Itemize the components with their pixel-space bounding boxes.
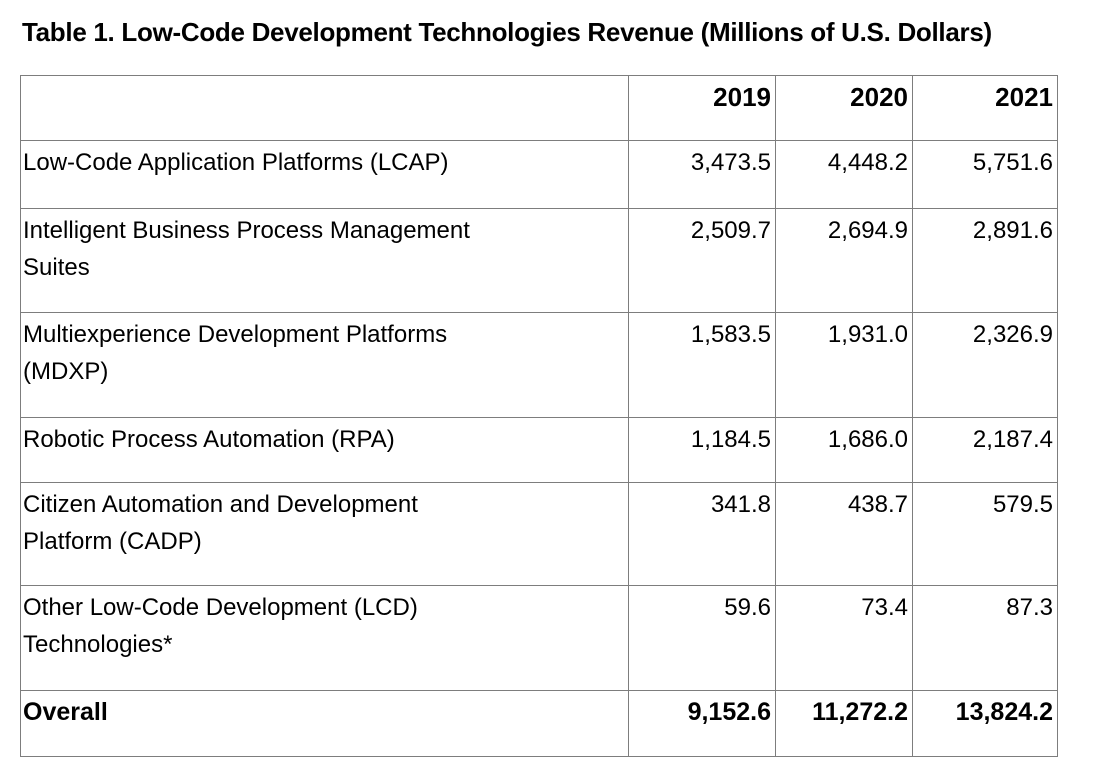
value-2021: 87.3	[1006, 594, 1053, 621]
table-row-ibpms: Intelligent Business Process Management …	[20, 208, 1058, 313]
header-year-2021-label: 2021	[995, 82, 1053, 112]
value-cell: 2,891.6	[912, 208, 1058, 313]
value-cell: 3,473.5	[628, 140, 776, 209]
row-label: Robotic Process Automation (RPA)	[23, 426, 395, 453]
value-2020: 1,686.0	[827, 426, 908, 453]
value-2021: 2,891.6	[972, 217, 1053, 244]
value-2021-overall: 13,824.2	[955, 698, 1053, 726]
value-cell: 4,448.2	[775, 140, 913, 209]
value-cell: 438.7	[775, 482, 913, 586]
value-cell: 2,509.7	[628, 208, 776, 313]
table-row-mdxp: Multiexperience Development Platforms (M…	[20, 312, 1058, 418]
table-row-cadp: Citizen Automation and Development Platf…	[20, 482, 1058, 586]
value-cell: 341.8	[628, 482, 776, 586]
value-cell: 87.3	[912, 585, 1058, 691]
table-row-rpa: Robotic Process Automation (RPA) 1,184.5…	[20, 417, 1058, 483]
row-label-cell: Multiexperience Development Platforms (M…	[20, 312, 629, 418]
header-year-2019: 2019	[628, 75, 776, 141]
row-label-cell: Low-Code Application Platforms (LCAP)	[20, 140, 629, 209]
row-label-cell: Citizen Automation and Development Platf…	[20, 482, 629, 586]
header-year-2020-label: 2020	[850, 82, 908, 112]
value-2020: 1,931.0	[827, 321, 908, 348]
value-cell: 73.4	[775, 585, 913, 691]
value-2020: 4,448.2	[827, 149, 908, 176]
header-year-2021: 2021	[912, 75, 1058, 141]
row-label: Multiexperience Development Platforms (M…	[23, 321, 448, 385]
value-cell: 2,187.4	[912, 417, 1058, 483]
value-2021: 2,187.4	[972, 426, 1053, 453]
value-2021: 5,751.6	[972, 149, 1053, 176]
value-cell: 1,686.0	[775, 417, 913, 483]
value-2019: 1,184.5	[690, 426, 771, 453]
value-cell: 1,931.0	[775, 312, 913, 418]
row-label-cell: Other Low-Code Development (LCD) Technol…	[20, 585, 629, 691]
value-cell: 5,751.6	[912, 140, 1058, 209]
header-empty-cell	[20, 75, 629, 141]
value-2019: 341.8	[710, 491, 771, 518]
value-2019: 1,583.5	[690, 321, 771, 348]
revenue-table: 2019 2020 2021 Low-Code Application Plat…	[20, 75, 1058, 757]
value-2019: 3,473.5	[690, 149, 771, 176]
value-2020: 73.4	[861, 594, 908, 621]
row-label-cell: Intelligent Business Process Management …	[20, 208, 629, 313]
table-row-other-lcd: Other Low-Code Development (LCD) Technol…	[20, 585, 1058, 691]
table-row-lcap: Low-Code Application Platforms (LCAP) 3,…	[20, 140, 1058, 209]
value-2019: 2,509.7	[690, 217, 771, 244]
row-label-cell: Overall	[20, 690, 629, 757]
value-cell: 59.6	[628, 585, 776, 691]
row-label-cell: Robotic Process Automation (RPA)	[20, 417, 629, 483]
header-year-2019-label: 2019	[713, 82, 771, 112]
header-row: 2019 2020 2021	[20, 75, 1058, 141]
value-cell: 579.5	[912, 482, 1058, 586]
table-row-overall: Overall 9,152.6 11,272.2 13,824.2	[20, 690, 1058, 757]
value-cell: 9,152.6	[628, 690, 776, 757]
row-label: Other Low-Code Development (LCD) Technol…	[23, 594, 418, 658]
row-label: Citizen Automation and Development Platf…	[23, 491, 418, 555]
value-2021: 579.5	[992, 491, 1053, 518]
row-label: Low-Code Application Platforms (LCAP)	[23, 149, 449, 176]
value-cell: 13,824.2	[912, 690, 1058, 757]
value-cell: 2,694.9	[775, 208, 913, 313]
row-label-overall: Overall	[23, 698, 108, 726]
value-2021: 2,326.9	[972, 321, 1053, 348]
value-2020-overall: 11,272.2	[812, 698, 908, 726]
row-label: Intelligent Business Process Management …	[23, 217, 470, 281]
header-year-2020: 2020	[775, 75, 913, 141]
value-2019-overall: 9,152.6	[687, 698, 771, 726]
value-2020: 438.7	[847, 491, 908, 518]
value-2019: 59.6	[724, 594, 771, 621]
value-cell: 1,184.5	[628, 417, 776, 483]
table-title: Table 1. Low-Code Development Technologi…	[22, 17, 992, 47]
value-2020: 2,694.9	[827, 217, 908, 244]
value-cell: 11,272.2	[775, 690, 913, 757]
value-cell: 2,326.9	[912, 312, 1058, 418]
value-cell: 1,583.5	[628, 312, 776, 418]
